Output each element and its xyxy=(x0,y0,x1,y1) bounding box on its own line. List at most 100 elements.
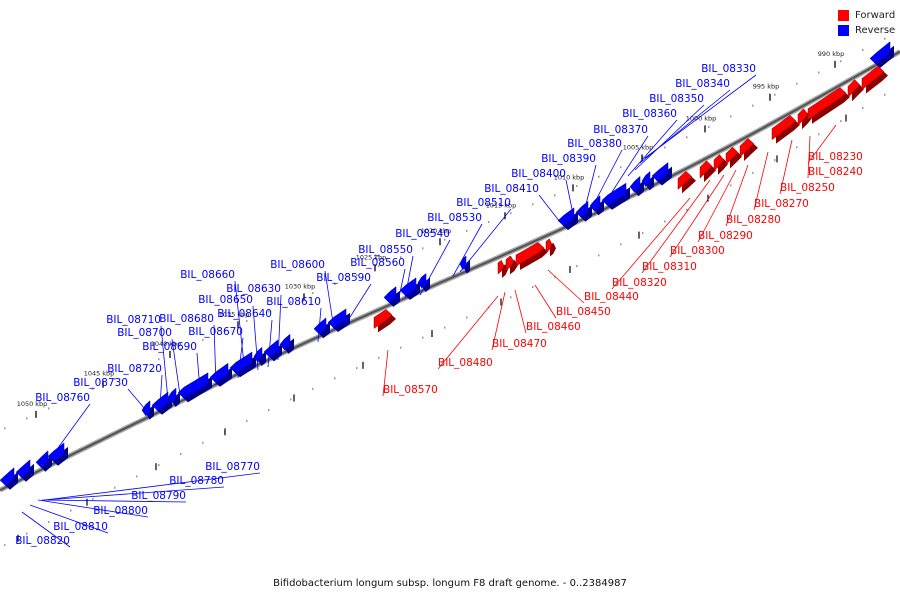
reverse-guide-dot xyxy=(598,254,600,257)
forward-guide-dot xyxy=(334,282,336,285)
forward-guide-dot xyxy=(290,301,292,304)
reverse-guide-dot xyxy=(114,486,116,489)
gene-label: BIL_08630 xyxy=(226,283,281,295)
legend-forward-label: Forward xyxy=(855,10,896,21)
forward-swatch xyxy=(838,10,849,21)
reverse-gene xyxy=(327,308,347,329)
gene-label-leader xyxy=(565,179,574,215)
reverse-guide-dot xyxy=(400,346,402,349)
forward-guide-dot xyxy=(422,247,424,250)
reverse-gene xyxy=(167,387,177,404)
reverse-guide-dot xyxy=(532,286,534,289)
gene-label: BIL_08390 xyxy=(541,153,596,165)
scale-tick-label: 1015 kbp xyxy=(486,201,517,209)
gene-label-leader xyxy=(21,511,71,548)
gene-label-leader xyxy=(382,349,389,397)
gene-label: BIL_08670 xyxy=(188,326,243,338)
forward-guide-dot xyxy=(642,156,644,159)
gene-label: BIL_08710 xyxy=(106,314,161,326)
gene-label: BIL_08640 xyxy=(217,308,272,320)
reverse-guide-dot xyxy=(818,133,820,136)
forward-guide-dot xyxy=(532,203,534,206)
gene-label-leader xyxy=(397,268,406,303)
gene-label-leader xyxy=(584,164,597,209)
gene-label: BIL_08590 xyxy=(316,272,371,284)
forward-gene xyxy=(739,138,755,158)
scale-tick-label: 1030 kbp xyxy=(285,282,316,290)
reverse-gene xyxy=(263,339,279,358)
gene-label: BIL_08560 xyxy=(350,257,405,269)
forward-guide-dot xyxy=(796,82,798,85)
genome-caption: Bifidobacterium longum subsp. longum F8 … xyxy=(273,578,627,589)
reverse-gene xyxy=(0,467,15,487)
forward-guide-dot xyxy=(26,417,28,420)
forward-guide-dot xyxy=(510,212,512,215)
reverse-guide-dot xyxy=(774,159,776,162)
gene-label-leader xyxy=(43,486,225,501)
reverse-guide-dot xyxy=(158,464,160,467)
reverse-gene xyxy=(383,286,397,304)
reverse-guide-dot xyxy=(268,409,270,412)
reverse-guide-dot xyxy=(620,243,622,246)
forward-guide-dot xyxy=(664,146,666,149)
reverse-guide-dot xyxy=(378,356,380,359)
reverse-guide-dot xyxy=(664,220,666,223)
gene-label-leader xyxy=(538,194,561,223)
forward-gene xyxy=(771,115,797,141)
forward-guide-dot xyxy=(862,49,864,52)
reverse-guide-dot xyxy=(4,544,6,547)
gene-label-leader xyxy=(595,149,623,201)
gene-label: BIL_08510 xyxy=(456,197,511,209)
reverse-gene xyxy=(589,195,601,212)
gene-label: BIL_08400 xyxy=(511,168,566,180)
forward-guide-dot xyxy=(136,367,138,370)
reverse-guide-dot xyxy=(730,184,732,187)
forward-guide-dot xyxy=(312,292,314,295)
gene-label: BIL_08550 xyxy=(358,244,413,256)
legend-forward: Forward xyxy=(838,8,895,23)
gene-label-leader xyxy=(419,239,451,296)
gene-label-leader xyxy=(753,151,769,211)
gene-label-leader xyxy=(697,169,737,243)
reverse-guide-dot xyxy=(686,208,688,211)
forward-guide-dot xyxy=(554,194,556,197)
legend-reverse: Reverse xyxy=(838,23,895,38)
forward-guide-dot xyxy=(466,229,468,232)
forward-guide-dot xyxy=(92,387,94,390)
reverse-guide-dot xyxy=(466,316,468,319)
scale-tick-label: 1000 kbp xyxy=(686,114,717,122)
reverse-gene-shadow xyxy=(464,260,470,274)
gene-label: BIL_08380 xyxy=(567,138,622,150)
reverse-guide-dot xyxy=(48,521,50,524)
gene-label: BIL_08540 xyxy=(395,228,450,240)
gene-label-leader xyxy=(641,179,711,274)
reverse-gene-shadow xyxy=(646,175,654,191)
scale-tick-label: 1035 kbp xyxy=(219,310,250,318)
gene-label-leader xyxy=(669,174,725,258)
gene-label-leader xyxy=(171,338,181,396)
reverse-swatch xyxy=(838,25,849,36)
forward-gene xyxy=(699,160,713,179)
reverse-gene xyxy=(279,333,291,351)
gene-label: BIL_08340 xyxy=(675,78,730,90)
forward-guide-dot xyxy=(224,329,226,332)
reverse-guide-dot xyxy=(334,377,336,380)
gene-label-leader xyxy=(459,208,512,273)
gene-label: BIL_08440 xyxy=(584,291,639,303)
forward-gene-shadow xyxy=(520,246,548,270)
gene-label: BIL_08730 xyxy=(73,377,128,389)
scale-tick-label: 1050 kbp xyxy=(17,400,48,408)
gene-label-leader xyxy=(237,337,244,379)
forward-guide-dot xyxy=(246,319,248,322)
forward-guide-dot xyxy=(686,136,688,139)
forward-gene-shadow xyxy=(866,70,888,94)
gene-label: BIL_08800 xyxy=(93,505,148,517)
gene-label-leader xyxy=(452,223,483,277)
gene-label: BIL_08290 xyxy=(698,230,753,242)
gene-label: BIL_08320 xyxy=(612,277,667,289)
forward-guide-dot xyxy=(268,310,270,313)
reverse-gene xyxy=(575,200,589,219)
scale-tick-label: 1020 kbp xyxy=(421,227,452,235)
gene-label-leader xyxy=(54,403,91,453)
